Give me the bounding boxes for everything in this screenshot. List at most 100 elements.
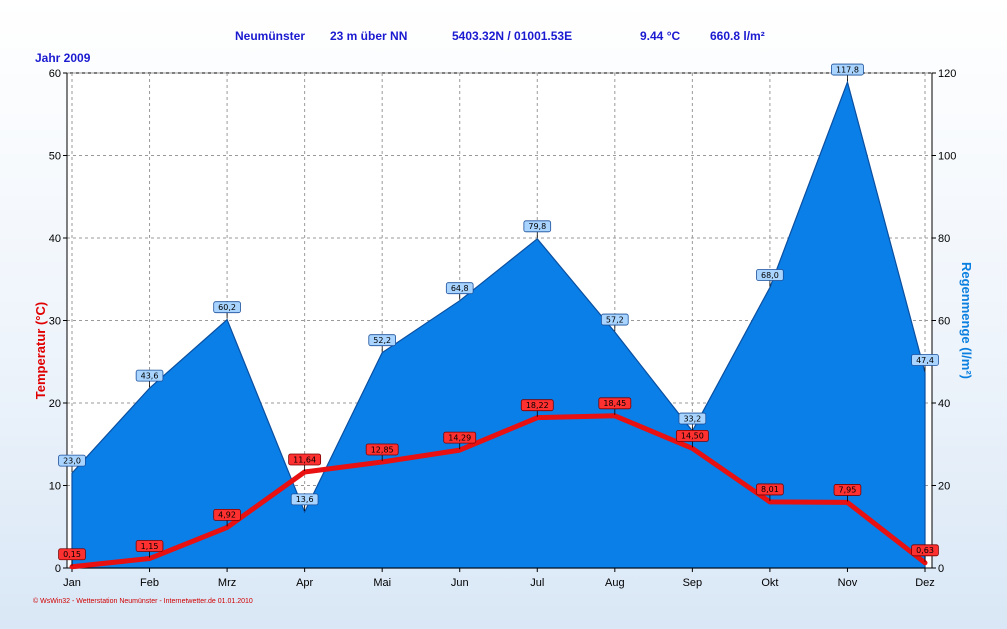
right-tick-label: 40 xyxy=(938,398,950,410)
data-label-box xyxy=(601,313,629,326)
left-tick-label: 30 xyxy=(49,316,61,328)
data-label-text: 7,95 xyxy=(839,486,857,495)
station-coords: 5403.32N / 01001.53E xyxy=(452,29,572,43)
data-label-text: 64,8 xyxy=(451,284,469,293)
left-tick-label: 0 xyxy=(55,563,61,575)
data-label-box xyxy=(58,454,86,467)
left-axis-ticks: 0 10 20 30 40 50 60 xyxy=(49,68,67,575)
year-label: Jahr 2009 xyxy=(35,51,91,65)
rain-value-label: 64,8 xyxy=(445,282,474,300)
x-tick-label: Okt xyxy=(761,577,778,589)
x-tick-label: Aug xyxy=(605,577,625,589)
data-label-box xyxy=(833,484,862,496)
data-label-box xyxy=(678,412,707,425)
right-tick-label: 80 xyxy=(938,233,950,245)
data-label-text: 18,22 xyxy=(526,401,549,410)
rain-value-label: 33,2 xyxy=(678,412,707,431)
left-tick-label: 60 xyxy=(49,68,61,80)
x-tick-label: Jan xyxy=(63,577,81,589)
temperature-value-label: 4,92 xyxy=(213,509,241,527)
temperature-value-label: 18,45 xyxy=(598,397,632,415)
rain-value-label: 117,8 xyxy=(831,63,864,82)
temperature-value-label: 12,85 xyxy=(365,443,399,461)
data-label-box xyxy=(58,548,86,561)
total-rainfall: 660.8 l/m² xyxy=(710,29,765,43)
rain-value-label: 79,8 xyxy=(523,220,552,238)
data-label-box xyxy=(135,369,164,382)
rain-value-label: 43,6 xyxy=(135,369,164,388)
temperature-value-label: 0,15 xyxy=(58,548,86,566)
data-label-text: 52,2 xyxy=(373,336,391,345)
data-label-text: 79,8 xyxy=(528,222,546,231)
data-label-box xyxy=(911,544,939,557)
data-label-box xyxy=(288,453,322,466)
rain-area xyxy=(71,80,926,569)
data-label-text: 12,85 xyxy=(371,445,394,454)
left-tick-label: 50 xyxy=(49,151,61,163)
left-tick-label: 20 xyxy=(49,398,61,410)
right-tick-label: 20 xyxy=(938,481,950,493)
footer-credit: © WsWin32 - Wetterstation Neumünster - I… xyxy=(33,597,253,605)
x-tick-label: Nov xyxy=(838,577,858,589)
data-label-text: 23,0 xyxy=(63,456,81,465)
data-label-box xyxy=(520,399,554,412)
data-label-box xyxy=(911,354,939,366)
rain-data-labels: 23,0 43,6 60,2 13,6 52,2 64,8 79,8 57,2 33,2 68,0… xyxy=(58,63,939,511)
data-label-box xyxy=(290,493,319,506)
data-label-box xyxy=(523,220,552,233)
x-tick-label: Jul xyxy=(530,577,544,589)
rain-value-label: 68,0 xyxy=(756,269,784,287)
data-label-box xyxy=(445,282,474,295)
right-tick-label: 60 xyxy=(938,316,950,328)
data-label-text: 14,50 xyxy=(681,432,704,441)
temperature-line xyxy=(69,413,928,570)
data-label-text: 57,2 xyxy=(606,315,624,324)
x-tick-label: Sep xyxy=(683,577,703,589)
rain-value-label: 47,4 xyxy=(911,354,939,372)
temperature-value-label: 14,29 xyxy=(443,431,477,450)
temperature-value-label: 18,22 xyxy=(520,399,554,417)
data-label-text: 43,6 xyxy=(141,371,159,380)
avg-temperature: 9.44 °C xyxy=(640,29,680,43)
data-label-text: 8,01 xyxy=(761,485,779,494)
right-tick-label: 0 xyxy=(938,563,944,575)
data-label-box xyxy=(756,483,784,496)
rain-value-label: 57,2 xyxy=(601,313,629,332)
data-label-text: 13,6 xyxy=(296,495,314,504)
data-label-box xyxy=(368,334,396,347)
temperature-value-label: 11,64 xyxy=(288,453,322,471)
data-label-text: 14,29 xyxy=(448,433,471,442)
temperature-value-label: 8,01 xyxy=(756,483,784,501)
right-tick-label: 120 xyxy=(938,68,956,80)
temperature-value-label: 0,63 xyxy=(911,544,939,562)
data-label-box xyxy=(675,429,709,442)
data-label-text: 117,8 xyxy=(836,65,859,74)
x-tick-label: Feb xyxy=(140,577,159,589)
data-label-box xyxy=(365,443,399,456)
left-tick-label: 40 xyxy=(49,233,61,245)
data-label-text: 1,15 xyxy=(141,542,159,551)
rain-value-label: 13,6 xyxy=(290,493,319,511)
data-label-text: 11,64 xyxy=(293,455,316,464)
data-label-text: 47,4 xyxy=(916,356,934,365)
x-tick-label: Dez xyxy=(915,577,935,589)
station-name: Neumünster xyxy=(235,29,305,43)
right-axis-title: Regenmenge (l/m²) xyxy=(959,262,974,379)
data-label-box xyxy=(213,301,241,314)
data-label-box xyxy=(135,540,164,552)
x-tick-label: Mai xyxy=(373,577,391,589)
chart-header: Neumünster 23 m über NN 5403.32N / 01001… xyxy=(35,29,765,65)
station-elevation: 23 m über NN xyxy=(330,29,407,43)
rain-value-label: 52,2 xyxy=(368,334,396,352)
x-tick-label: Mrz xyxy=(218,577,236,589)
x-tick-label: Jun xyxy=(451,577,469,589)
left-axis-title: Temperatur (°C) xyxy=(33,302,48,399)
rain-value-label: 60,2 xyxy=(213,301,241,319)
rain-value-label: 23,0 xyxy=(58,454,86,473)
temperature-value-label: 1,15 xyxy=(135,540,164,558)
data-label-box xyxy=(213,509,241,521)
data-label-text: 4,92 xyxy=(218,511,236,520)
data-label-text: 33,2 xyxy=(683,414,701,423)
x-axis-ticks: Jan Feb Mrz Apr Mai Jun Jul Aug Sep Okt Nov Dez xyxy=(63,568,935,589)
